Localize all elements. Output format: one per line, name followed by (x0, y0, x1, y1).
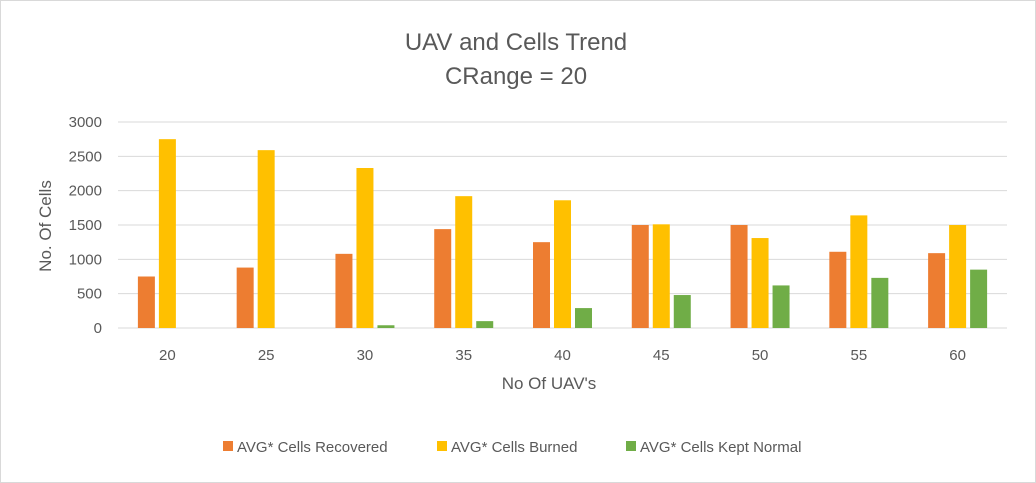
bar-avg-cells-kept-normal-35 (476, 321, 494, 328)
bar-avg-cells-recovered-25 (236, 267, 254, 328)
bars (137, 139, 988, 328)
bar-avg-cells-kept-normal-50 (772, 285, 790, 328)
x-tick-label: 35 (455, 347, 472, 364)
x-tick-label: 30 (357, 347, 374, 364)
bar-avg-cells-recovered-20 (137, 276, 155, 328)
legend-swatch (626, 441, 636, 451)
bar-avg-cells-kept-normal-45 (673, 295, 691, 328)
chart-title: UAV and Cells Trend (405, 29, 627, 56)
x-tick-label: 60 (949, 347, 966, 364)
legend-label: AVG* Cells Burned (451, 439, 577, 456)
bar-avg-cells-kept-normal-60 (970, 269, 988, 328)
bar-avg-cells-burned-50 (751, 238, 769, 328)
y-tick-label: 500 (77, 286, 102, 303)
x-tick-label: 40 (554, 347, 571, 364)
chart-subtitle: CRange = 20 (445, 63, 587, 90)
y-axis-ticks: 0 500 1000 1500 2000 2500 3000 (69, 114, 102, 337)
bar-avg-cells-recovered-60 (928, 253, 946, 328)
y-tick-label: 0 (94, 320, 102, 337)
bar-avg-cells-burned-45 (652, 224, 670, 328)
bar-avg-cells-recovered-30 (335, 253, 353, 328)
x-tick-label: 45 (653, 347, 670, 364)
y-tick-label: 1500 (69, 217, 102, 234)
bar-avg-cells-kept-normal-40 (575, 308, 592, 328)
y-tick-label: 3000 (69, 114, 102, 131)
x-axis-label: No Of UAV's (502, 374, 597, 393)
bar-avg-cells-burned-55 (850, 215, 868, 328)
y-tick-label: 2500 (69, 148, 102, 165)
y-tick-label: 1000 (69, 251, 102, 268)
bar-avg-cells-burned-60 (949, 225, 967, 328)
x-tick-label: 25 (258, 347, 275, 364)
legend: AVG* Cells Recovered AVG* Cells Burned AVG… (223, 439, 801, 456)
bar-avg-cells-recovered-50 (730, 225, 748, 328)
bar-avg-cells-kept-normal-30 (377, 325, 395, 328)
x-tick-label: 55 (850, 347, 867, 364)
bar-avg-cells-burned-25 (257, 150, 275, 328)
y-tick-label: 2000 (69, 183, 102, 200)
bar-avg-cells-kept-normal-55 (871, 277, 889, 328)
bar-avg-cells-recovered-55 (829, 251, 847, 328)
bar-avg-cells-burned-30 (356, 168, 374, 328)
legend-swatch (223, 441, 233, 451)
y-axis-label: No. Of Cells (36, 180, 55, 272)
bar-avg-cells-recovered-35 (434, 229, 452, 328)
x-tick-label: 20 (159, 347, 176, 364)
legend-label: AVG* Cells Recovered (237, 439, 388, 456)
x-tick-label: 50 (752, 347, 769, 364)
bar-avg-cells-recovered-45 (631, 225, 649, 328)
bar-avg-cells-burned-35 (455, 196, 473, 328)
bar-avg-cells-burned-20 (158, 139, 176, 328)
legend-swatch (437, 441, 447, 451)
legend-label: AVG* Cells Kept Normal (640, 439, 801, 456)
bar-avg-cells-burned-40 (554, 200, 571, 328)
bar-avg-cells-recovered-40 (533, 242, 550, 328)
x-axis-ticks: 20 25 30 35 40 45 50 55 60 (159, 347, 966, 364)
